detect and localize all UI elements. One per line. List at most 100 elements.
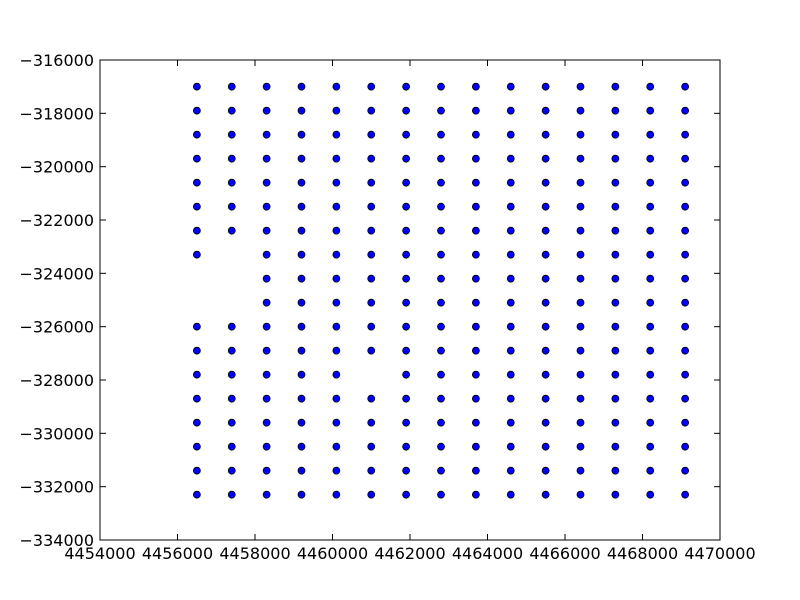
scatter-point	[227, 82, 236, 91]
scatter-point	[681, 370, 690, 379]
scatter-point	[192, 370, 201, 379]
scatter-point	[262, 370, 271, 379]
scatter-point	[402, 202, 411, 211]
scatter-point	[437, 202, 445, 211]
scatter-point	[646, 82, 655, 91]
scatter-point	[576, 322, 585, 331]
scatter-point	[297, 346, 306, 355]
scatter-point	[576, 466, 585, 475]
scatter-point	[192, 202, 201, 211]
scatter-point	[297, 418, 306, 427]
x-tick-label: 4458000	[219, 544, 290, 563]
scatter-point	[646, 370, 655, 379]
scatter-point	[541, 394, 550, 403]
scatter-point	[332, 346, 341, 355]
scatter-point	[471, 226, 480, 235]
scatter-point	[576, 106, 585, 115]
scatter-point	[227, 418, 236, 427]
scatter-point	[611, 466, 620, 475]
scatter-point	[506, 346, 515, 355]
scatter-point	[471, 130, 480, 139]
scatter-point	[576, 178, 585, 187]
scatter-point	[646, 490, 655, 499]
scatter-point	[227, 130, 236, 139]
scatter-point	[611, 490, 620, 499]
x-tick-label: 4462000	[374, 544, 445, 563]
scatter-point	[402, 394, 411, 403]
scatter-point	[402, 418, 411, 427]
scatter-point	[402, 298, 411, 307]
scatter-point	[681, 322, 690, 331]
scatter-point	[611, 442, 620, 451]
scatter-point	[471, 274, 480, 283]
scatter-point	[541, 442, 550, 451]
scatter-point	[227, 202, 236, 211]
scatter-point	[611, 274, 620, 283]
scatter-point	[297, 274, 306, 283]
y-tick-label: −320000	[20, 158, 94, 177]
scatter-point	[367, 418, 376, 427]
scatter-point	[367, 130, 376, 139]
scatter-point	[681, 130, 690, 139]
scatter-point	[192, 130, 201, 139]
scatter-point	[192, 442, 201, 451]
scatter-point	[402, 178, 411, 187]
scatter-point	[471, 202, 480, 211]
scatter-point	[681, 442, 690, 451]
scatter-point	[541, 274, 550, 283]
scatter-point	[402, 370, 411, 379]
scatter-point	[297, 322, 306, 331]
scatter-point	[646, 442, 655, 451]
scatter-point	[506, 442, 515, 451]
scatter-point	[262, 490, 271, 499]
scatter-point	[646, 202, 655, 211]
scatter-point	[192, 466, 201, 475]
scatter-point	[437, 298, 445, 307]
scatter-point	[471, 466, 480, 475]
scatter-point	[646, 322, 655, 331]
scatter-point	[192, 82, 201, 91]
scatter-point	[611, 346, 620, 355]
scatter-point	[681, 178, 690, 187]
scatter-point	[646, 226, 655, 235]
scatter-point	[297, 82, 306, 91]
y-tick-label: −330000	[20, 424, 94, 443]
scatter-point	[506, 370, 515, 379]
scatter-point	[681, 298, 690, 307]
scatter-point	[576, 490, 585, 499]
scatter-point	[367, 466, 376, 475]
scatter-point	[506, 178, 515, 187]
scatter-point	[611, 250, 620, 259]
scatter-point	[437, 490, 445, 499]
y-tick-label: −322000	[20, 211, 94, 230]
scatter-point	[471, 490, 480, 499]
scatter-point	[332, 466, 341, 475]
scatter-point	[297, 466, 306, 475]
scatter-point	[332, 322, 341, 331]
scatter-point	[332, 442, 341, 451]
scatter-point	[646, 346, 655, 355]
scatter-point	[646, 154, 655, 163]
scatter-point	[541, 250, 550, 259]
scatter-point	[681, 394, 690, 403]
scatter-point	[367, 322, 376, 331]
scatter-point	[576, 154, 585, 163]
scatter-point	[437, 178, 445, 187]
scatter-point	[402, 226, 411, 235]
scatter-point	[611, 154, 620, 163]
scatter-point	[471, 442, 480, 451]
scatter-point	[437, 226, 445, 235]
scatter-point	[367, 82, 376, 91]
scatter-point	[576, 370, 585, 379]
scatter-point	[541, 298, 550, 307]
scatter-point	[681, 274, 690, 283]
scatter-point	[297, 202, 306, 211]
scatter-point	[437, 274, 445, 283]
scatter-point	[227, 394, 236, 403]
scatter-point	[681, 226, 690, 235]
y-tick-label: −318000	[20, 104, 94, 123]
scatter-point	[402, 82, 411, 91]
scatter-point	[681, 466, 690, 475]
scatter-point	[541, 322, 550, 331]
